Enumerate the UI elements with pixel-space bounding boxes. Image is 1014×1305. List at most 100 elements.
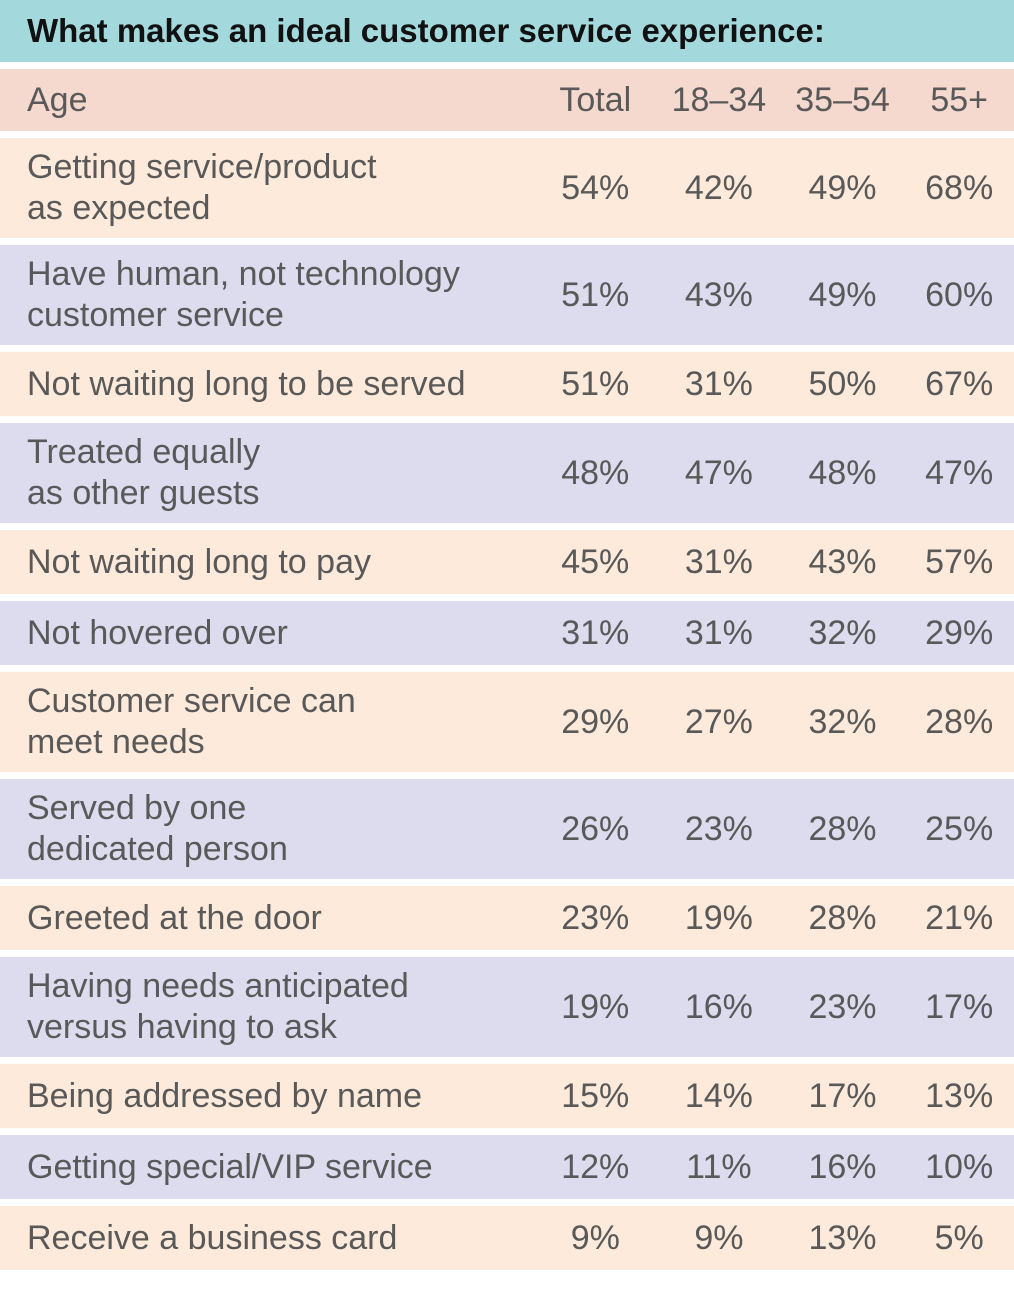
cell-55-plus: 29%	[925, 613, 994, 652]
table-row: Have human, not technology customer servi…	[0, 245, 1014, 345]
row-label-line: Have human, not technology	[27, 255, 460, 293]
row-label: Receive a business card	[0, 1218, 533, 1259]
cell-55-plus: 68%	[925, 168, 994, 207]
cell-35-54: 23%	[808, 987, 877, 1026]
cell-35-54: 43%	[808, 542, 877, 581]
row-label-line: Served by one	[27, 789, 247, 827]
row-label: Getting special/VIP service	[0, 1147, 533, 1188]
cell-35-54: 50%	[808, 364, 877, 403]
cell-18-34: 31%	[684, 364, 753, 403]
row-label-line: Not waiting long to be served	[27, 364, 466, 403]
cell-total: 15%	[561, 1076, 630, 1115]
row-label: Have human, not technology customer servi…	[0, 254, 533, 336]
row-label-line: as expected	[27, 189, 211, 227]
cell-35-54: 17%	[808, 1076, 877, 1115]
table-row: Getting special/VIP service 12% 11% 16% 10%	[0, 1135, 1014, 1199]
row-label: Customer service can meet needs	[0, 681, 533, 763]
cell-18-34: 14%	[684, 1076, 753, 1115]
table-row: Customer service can meet needs 29% 27% 32% 2…	[0, 672, 1014, 772]
cell-total: 51%	[561, 364, 630, 403]
row-label-line: Customer service can	[27, 682, 356, 720]
cell-total: 29%	[561, 702, 630, 741]
header-18-34: 18–34	[671, 80, 767, 119]
cell-18-34: 27%	[684, 702, 753, 741]
cell-35-54: 28%	[808, 898, 877, 937]
cell-55-plus: 60%	[925, 275, 994, 314]
row-label-line: versus having to ask	[27, 1008, 337, 1046]
cell-18-34: 47%	[684, 453, 753, 492]
cell-55-plus: 25%	[925, 809, 994, 848]
table-row: Greeted at the door 23% 19% 28% 21%	[0, 886, 1014, 950]
row-label: Being addressed by name	[0, 1076, 533, 1117]
header-55-plus: 55+	[930, 80, 988, 119]
table-row: Not waiting long to pay 45% 31% 43% 57%	[0, 530, 1014, 594]
cell-18-34: 31%	[684, 542, 753, 581]
row-label-line: Receive a business card	[27, 1218, 398, 1257]
table-row: Treated equally as other guests 48% 47% 48% 4…	[0, 423, 1014, 523]
cell-18-34: 11%	[686, 1147, 752, 1186]
row-label: Not waiting long to pay	[0, 542, 533, 583]
cell-35-54: 28%	[808, 809, 877, 848]
row-label-line: Greeted at the door	[27, 898, 322, 937]
row-label: Not waiting long to be served	[0, 364, 533, 405]
cell-35-54: 16%	[808, 1147, 877, 1186]
cell-55-plus: 13%	[925, 1076, 994, 1115]
cell-55-plus: 57%	[925, 542, 994, 581]
row-label: Treated equally as other guests	[0, 432, 533, 514]
survey-table: What makes an ideal customer service exp…	[0, 0, 1014, 1270]
cell-total: 23%	[561, 898, 630, 937]
row-label-line: as other guests	[27, 474, 260, 512]
table-row: Not waiting long to be served 51% 31% 50% 67…	[0, 352, 1014, 416]
cell-35-54: 32%	[808, 613, 877, 652]
row-label-line: Getting service/product	[27, 148, 377, 186]
row-label-line: dedicated person	[27, 830, 288, 868]
row-label: Not hovered over	[0, 613, 533, 654]
cell-55-plus: 67%	[925, 364, 994, 403]
cell-total: 51%	[561, 275, 630, 314]
row-label-line: customer service	[27, 296, 284, 334]
header-row: Age Total 18–34 35–54 55+	[0, 69, 1014, 131]
cell-total: 12%	[561, 1147, 630, 1186]
header-age: Age	[27, 80, 88, 119]
row-label: Served by one dedicated person	[0, 788, 533, 870]
row-label: Getting service/product as expected	[0, 147, 533, 229]
cell-18-34: 9%	[694, 1218, 744, 1257]
cell-total: 48%	[561, 453, 630, 492]
table-row: Getting service/product as expected 54% 42%…	[0, 138, 1014, 238]
cell-55-plus: 28%	[925, 702, 994, 741]
cell-35-54: 48%	[808, 453, 877, 492]
cell-55-plus: 47%	[925, 453, 994, 492]
cell-total: 9%	[570, 1218, 620, 1257]
row-label-line: meet needs	[27, 723, 205, 761]
table-row: Receive a business card 9% 9% 13% 5%	[0, 1206, 1014, 1270]
cell-18-34: 31%	[684, 613, 753, 652]
cell-total: 54%	[561, 168, 630, 207]
cell-55-plus: 5%	[934, 1218, 984, 1257]
cell-18-34: 16%	[684, 987, 753, 1026]
header-35-54: 35–54	[795, 80, 890, 119]
row-label-line: Not hovered over	[27, 613, 288, 652]
row-label-line: Being addressed by name	[27, 1076, 423, 1115]
cell-total: 26%	[561, 809, 630, 848]
cell-35-54: 32%	[808, 702, 877, 741]
cell-total: 45%	[561, 542, 630, 581]
table-row: Having needs anticipated versus having to…	[0, 957, 1014, 1057]
table-title: What makes an ideal customer service exp…	[0, 0, 1014, 62]
row-label-line: Getting special/VIP service	[27, 1147, 433, 1186]
cell-55-plus: 17%	[925, 987, 994, 1026]
cell-35-54: 49%	[808, 275, 877, 314]
header-total: Total	[559, 80, 632, 119]
cell-35-54: 13%	[808, 1218, 877, 1257]
table-row: Being addressed by name 15% 14% 17% 13%	[0, 1064, 1014, 1128]
row-label-line: Having needs anticipated	[27, 967, 409, 1005]
cell-55-plus: 21%	[925, 898, 994, 937]
row-label-line: Treated equally	[27, 433, 261, 471]
cell-18-34: 43%	[684, 275, 753, 314]
table-row: Served by one dedicated person 26% 23% 28% 25…	[0, 779, 1014, 879]
cell-18-34: 23%	[684, 809, 753, 848]
cell-18-34: 42%	[684, 168, 753, 207]
cell-18-34: 19%	[684, 898, 753, 937]
row-label: Having needs anticipated versus having to…	[0, 966, 533, 1048]
cell-total: 31%	[561, 613, 630, 652]
row-label-line: Not waiting long to pay	[27, 542, 371, 581]
